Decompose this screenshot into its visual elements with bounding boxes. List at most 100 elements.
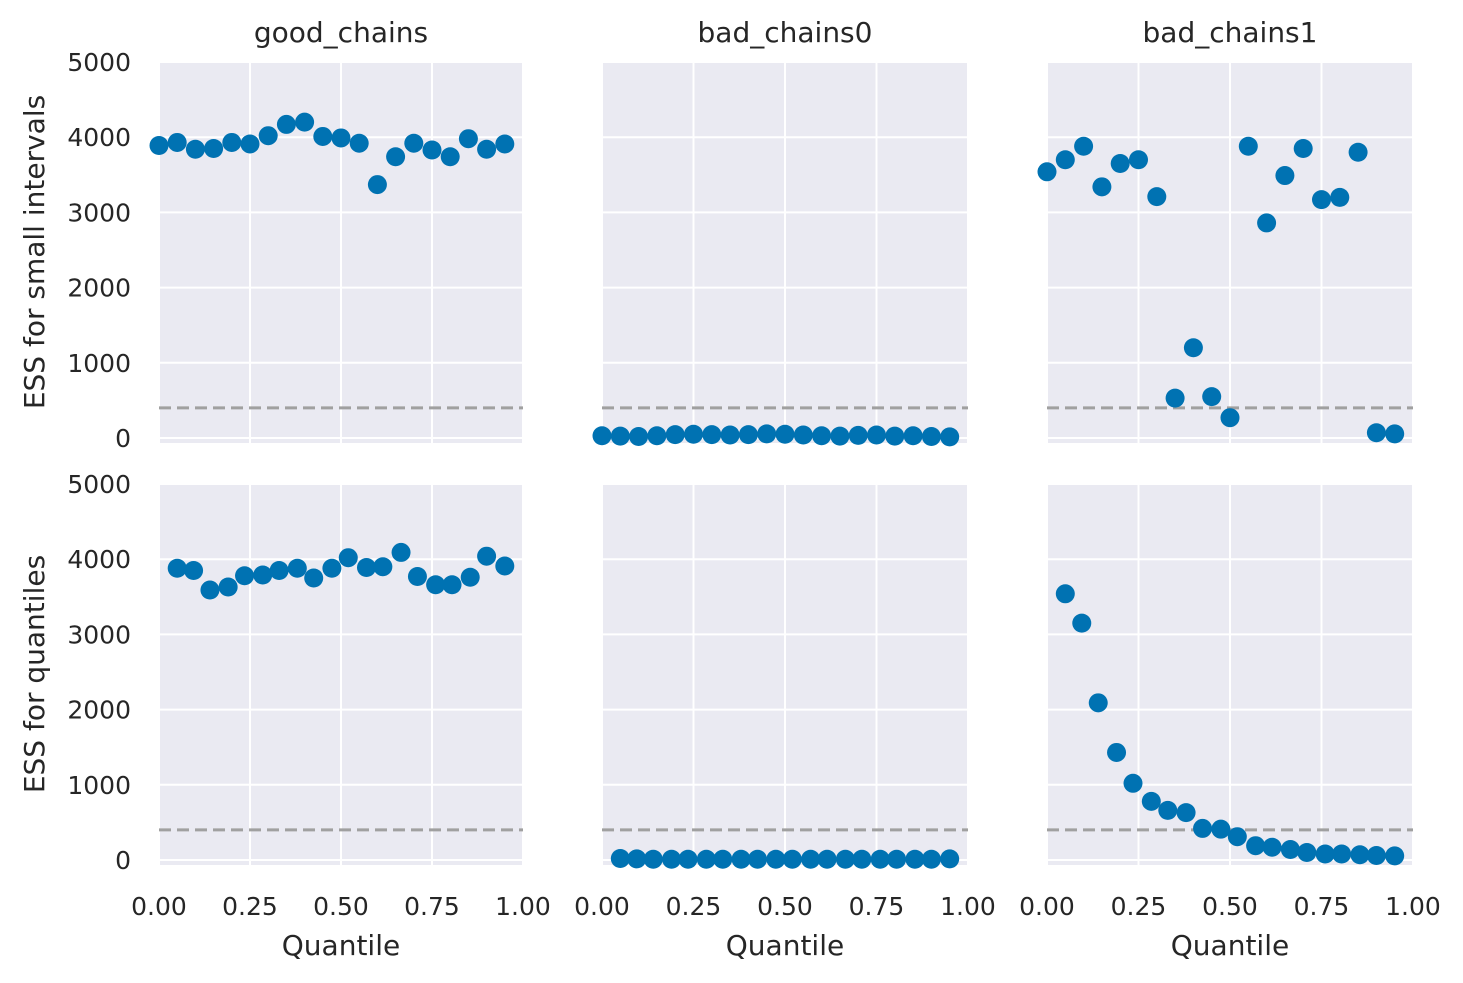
data-point xyxy=(647,426,667,446)
data-point xyxy=(720,425,740,445)
data-point xyxy=(1315,844,1335,864)
x-tick-label: 1.00 xyxy=(940,892,996,921)
data-point xyxy=(391,542,411,562)
data-point xyxy=(885,426,905,446)
data-point xyxy=(386,147,406,167)
data-point xyxy=(665,425,685,445)
data-point xyxy=(442,575,462,595)
y-tick-label: 2000 xyxy=(67,274,131,303)
data-point xyxy=(276,114,296,134)
data-point xyxy=(1088,693,1108,713)
data-point xyxy=(1147,187,1167,207)
y-tick-label: 0 xyxy=(115,846,131,875)
data-point xyxy=(460,567,480,587)
data-point xyxy=(167,558,187,578)
data-point xyxy=(1107,742,1127,762)
data-point xyxy=(1211,819,1231,839)
data-point xyxy=(817,849,837,869)
data-point xyxy=(367,175,387,195)
data-point xyxy=(684,424,703,444)
data-point xyxy=(903,426,923,446)
data-point xyxy=(218,577,238,597)
data-point xyxy=(1072,613,1092,633)
data-point xyxy=(1332,844,1352,864)
x-tick-label: 0.00 xyxy=(1019,892,1075,921)
data-point xyxy=(1220,408,1240,428)
data-point xyxy=(766,849,786,869)
y-axis-label: ESS for quantiles xyxy=(18,555,51,793)
data-point xyxy=(313,126,333,146)
data-point xyxy=(643,849,663,869)
data-point xyxy=(870,849,890,869)
data-point xyxy=(1348,142,1368,162)
subplot-2-3: 0.00 0.25 0.50 0.75 1.00 Quantile xyxy=(1019,483,1441,962)
data-point xyxy=(757,424,777,444)
data-point xyxy=(222,132,242,152)
subplot-2-2: 0.00 0.25 0.50 0.75 1.00 Quantile xyxy=(574,483,996,962)
data-point xyxy=(253,565,273,585)
x-tick-label: 0.75 xyxy=(1294,892,1350,921)
y-tick-label: 3000 xyxy=(67,620,131,649)
data-point xyxy=(1257,213,1277,233)
y-tick-label: 2000 xyxy=(67,696,131,725)
x-tick-label: 0.50 xyxy=(757,892,813,921)
data-point xyxy=(458,129,478,149)
panel-title: bad_chains0 xyxy=(698,16,873,49)
data-point xyxy=(295,112,315,132)
data-point xyxy=(678,849,698,869)
y-tick-label: 1000 xyxy=(67,349,131,378)
data-point xyxy=(258,126,278,146)
x-tick-label: 0.75 xyxy=(849,892,905,921)
data-point xyxy=(235,566,255,586)
subplot-2-1: 0 1000 2000 3000 4000 5000 ESS for quantiles 0.… xyxy=(18,470,551,962)
data-point xyxy=(338,548,358,568)
data-point xyxy=(167,132,187,152)
data-point xyxy=(440,147,460,167)
data-point xyxy=(1366,423,1386,443)
x-tick-label: 0.25 xyxy=(222,892,278,921)
data-point xyxy=(940,849,960,869)
data-point xyxy=(287,558,307,578)
data-point xyxy=(921,849,941,869)
x-tick-label: 0.75 xyxy=(404,892,460,921)
y-tick-label: 4000 xyxy=(67,123,131,152)
data-point xyxy=(1110,154,1130,174)
data-point xyxy=(1246,836,1266,856)
x-axis-label: Quantile xyxy=(726,929,844,962)
data-point xyxy=(426,575,446,595)
data-point xyxy=(495,134,515,154)
data-point xyxy=(1141,791,1161,811)
data-point xyxy=(1158,800,1178,820)
data-point xyxy=(304,568,324,588)
data-point xyxy=(269,560,289,580)
y-tick-label: 5000 xyxy=(67,48,131,77)
data-point xyxy=(1385,846,1405,866)
data-point xyxy=(1297,842,1317,862)
data-point xyxy=(921,426,941,446)
data-point xyxy=(1275,166,1295,186)
data-point xyxy=(477,546,497,566)
x-tick-label: 0.25 xyxy=(1111,892,1167,921)
data-point xyxy=(373,557,393,577)
data-point xyxy=(477,139,497,159)
data-point xyxy=(1293,138,1313,158)
data-point xyxy=(702,425,722,445)
data-point xyxy=(1165,388,1185,408)
y-tick-label: 5000 xyxy=(67,470,131,499)
x-tick-label: 0.50 xyxy=(313,892,369,921)
data-point xyxy=(349,133,369,153)
data-point xyxy=(1074,136,1094,156)
data-point xyxy=(867,425,886,445)
data-point xyxy=(1262,837,1282,857)
data-point xyxy=(748,849,768,869)
data-point xyxy=(204,138,224,158)
data-point xyxy=(149,135,169,155)
x-axis-label: Quantile xyxy=(282,929,400,962)
data-point xyxy=(793,425,813,445)
data-point xyxy=(835,849,855,869)
data-point xyxy=(1330,187,1350,207)
data-point xyxy=(1092,177,1112,197)
data-point xyxy=(1183,338,1203,358)
data-point xyxy=(1350,845,1370,865)
